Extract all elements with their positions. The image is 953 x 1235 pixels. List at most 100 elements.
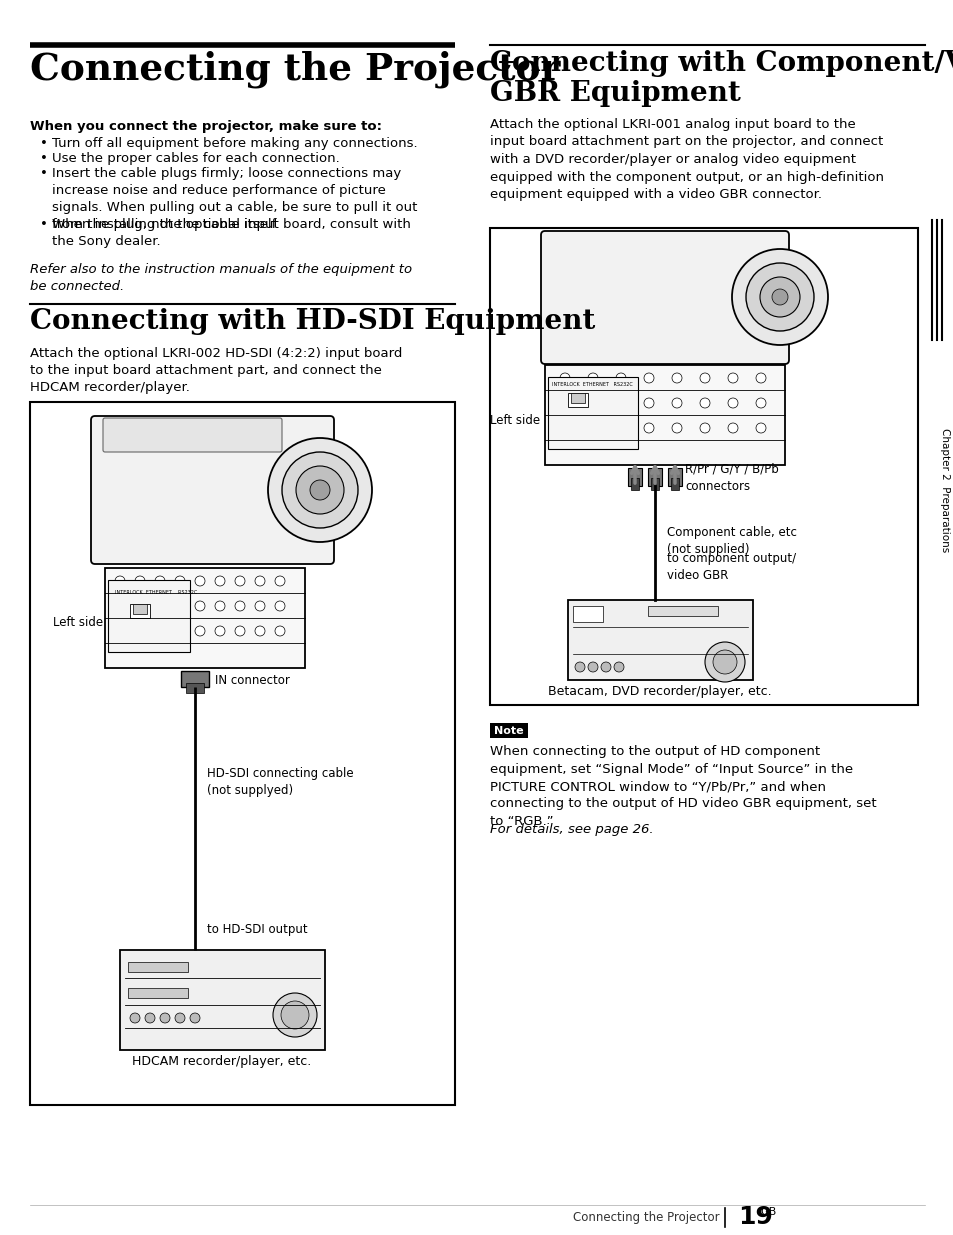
Text: •: • bbox=[40, 219, 48, 231]
Circle shape bbox=[274, 576, 285, 585]
Bar bbox=[544, 366, 784, 466]
Circle shape bbox=[614, 662, 623, 672]
FancyBboxPatch shape bbox=[103, 417, 282, 452]
Bar bbox=[128, 988, 188, 998]
Text: Refer also to the instruction manuals of the equipment to
be connected.: Refer also to the instruction manuals of… bbox=[30, 263, 412, 293]
Circle shape bbox=[115, 626, 125, 636]
Circle shape bbox=[712, 650, 737, 674]
Text: IN connector: IN connector bbox=[214, 674, 290, 688]
Bar bbox=[490, 228, 917, 705]
Bar bbox=[667, 468, 681, 487]
Circle shape bbox=[145, 1013, 154, 1023]
Circle shape bbox=[274, 626, 285, 636]
Text: When connecting to the output of HD component
equipment, set “Signal Mode” of “I: When connecting to the output of HD comp… bbox=[490, 745, 876, 827]
Bar bbox=[132, 604, 147, 614]
Bar bbox=[30, 403, 455, 1105]
Circle shape bbox=[616, 398, 625, 408]
Circle shape bbox=[135, 576, 145, 585]
Circle shape bbox=[174, 1013, 185, 1023]
FancyBboxPatch shape bbox=[91, 416, 334, 564]
Circle shape bbox=[154, 601, 165, 611]
Bar bbox=[647, 606, 718, 616]
Bar bbox=[128, 962, 188, 972]
FancyBboxPatch shape bbox=[540, 231, 788, 364]
Circle shape bbox=[587, 424, 598, 433]
Text: Connecting with Component/Video: Connecting with Component/Video bbox=[490, 49, 953, 77]
Circle shape bbox=[755, 398, 765, 408]
Circle shape bbox=[643, 373, 654, 383]
Circle shape bbox=[154, 626, 165, 636]
Bar bbox=[573, 606, 602, 622]
Circle shape bbox=[760, 277, 800, 317]
Circle shape bbox=[616, 373, 625, 383]
Text: Insert the cable plugs firmly; loose connections may
increase noise and reduce p: Insert the cable plugs firmly; loose con… bbox=[52, 167, 417, 231]
Circle shape bbox=[727, 398, 738, 408]
Text: Left side: Left side bbox=[52, 616, 103, 630]
Circle shape bbox=[671, 373, 681, 383]
Circle shape bbox=[234, 576, 245, 585]
Circle shape bbox=[727, 373, 738, 383]
Text: Attach the optional LKRI-002 HD-SDI (4:2:2) input board
to the input board attac: Attach the optional LKRI-002 HD-SDI (4:2… bbox=[30, 347, 402, 394]
Text: •: • bbox=[40, 137, 48, 149]
Bar bbox=[130, 604, 150, 618]
Circle shape bbox=[643, 398, 654, 408]
Bar bbox=[630, 478, 639, 490]
Circle shape bbox=[281, 1002, 309, 1029]
Circle shape bbox=[587, 662, 598, 672]
Circle shape bbox=[700, 398, 709, 408]
Circle shape bbox=[643, 424, 654, 433]
Circle shape bbox=[194, 626, 205, 636]
Circle shape bbox=[671, 424, 681, 433]
Circle shape bbox=[194, 576, 205, 585]
Circle shape bbox=[671, 398, 681, 408]
Bar bbox=[547, 377, 638, 450]
Text: to HD-SDI output: to HD-SDI output bbox=[207, 923, 307, 936]
Circle shape bbox=[214, 626, 225, 636]
Circle shape bbox=[130, 1013, 140, 1023]
Bar bbox=[647, 468, 661, 487]
Text: GBR Equipment: GBR Equipment bbox=[490, 80, 740, 107]
Circle shape bbox=[731, 249, 827, 345]
Text: Component cable, etc
(not supplied): Component cable, etc (not supplied) bbox=[666, 526, 796, 556]
Circle shape bbox=[587, 373, 598, 383]
Bar bbox=[186, 683, 204, 693]
Text: GB: GB bbox=[760, 1207, 776, 1216]
Circle shape bbox=[559, 424, 569, 433]
Text: to component output/
video GBR: to component output/ video GBR bbox=[666, 552, 796, 582]
Circle shape bbox=[115, 601, 125, 611]
Text: For details, see page 26.: For details, see page 26. bbox=[490, 823, 653, 836]
Circle shape bbox=[282, 452, 357, 529]
Text: •: • bbox=[40, 152, 48, 165]
Bar bbox=[627, 468, 641, 487]
Bar bbox=[108, 580, 190, 652]
Circle shape bbox=[254, 626, 265, 636]
Circle shape bbox=[115, 576, 125, 585]
Bar bbox=[670, 478, 679, 490]
Text: Chapter 2  Preparations: Chapter 2 Preparations bbox=[939, 427, 949, 552]
Circle shape bbox=[194, 601, 205, 611]
Text: When you connect the projector, make sure to:: When you connect the projector, make sur… bbox=[30, 120, 381, 133]
Circle shape bbox=[214, 601, 225, 611]
Circle shape bbox=[700, 424, 709, 433]
Circle shape bbox=[160, 1013, 170, 1023]
Text: HDCAM recorder/player, etc.: HDCAM recorder/player, etc. bbox=[132, 1055, 312, 1068]
Circle shape bbox=[254, 601, 265, 611]
Circle shape bbox=[559, 398, 569, 408]
Text: Connecting the Projector: Connecting the Projector bbox=[573, 1210, 720, 1224]
Bar bbox=[490, 722, 527, 739]
Text: When installing the optional input board, consult with
the Sony dealer.: When installing the optional input board… bbox=[52, 219, 411, 248]
Circle shape bbox=[234, 626, 245, 636]
Circle shape bbox=[174, 576, 185, 585]
Circle shape bbox=[295, 466, 344, 514]
Circle shape bbox=[254, 576, 265, 585]
Bar bbox=[650, 478, 659, 490]
Text: HD-SDI connecting cable
(not supplyed): HD-SDI connecting cable (not supplyed) bbox=[207, 767, 354, 797]
Circle shape bbox=[135, 601, 145, 611]
Text: Betacam, DVD recorder/player, etc.: Betacam, DVD recorder/player, etc. bbox=[548, 685, 771, 698]
Circle shape bbox=[745, 263, 813, 331]
Circle shape bbox=[755, 373, 765, 383]
Circle shape bbox=[727, 424, 738, 433]
Circle shape bbox=[704, 642, 744, 682]
Text: INTERLOCK  ETHERNET    RS232C: INTERLOCK ETHERNET RS232C bbox=[115, 590, 197, 595]
Circle shape bbox=[587, 398, 598, 408]
